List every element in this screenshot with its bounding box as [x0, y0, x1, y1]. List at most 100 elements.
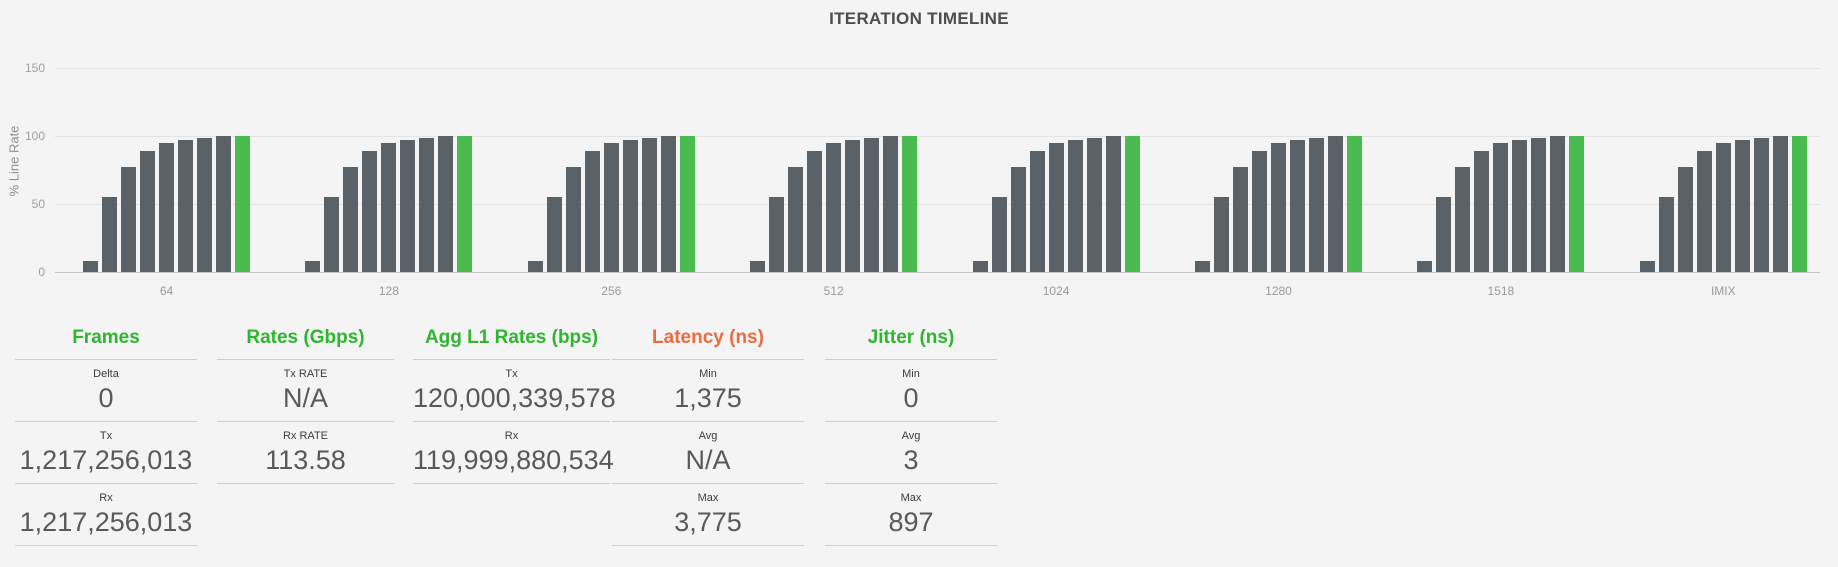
stats-column-jitter: Jitter (ns) Min 0 Avg 3 Max 897	[825, 327, 997, 546]
iteration-bar-final	[902, 136, 918, 272]
stat-label: Tx	[505, 368, 518, 380]
stat-label: Max	[697, 492, 719, 504]
stat-value: 1,217,256,013	[19, 445, 193, 475]
iteration-bar	[197, 137, 212, 272]
stat-value: N/A	[282, 383, 328, 413]
x-category-label: 512	[823, 284, 844, 298]
iteration-bar	[1290, 140, 1305, 272]
stat-label: Avg	[901, 430, 921, 442]
stat-cell-jitter-avg: Avg 3	[825, 422, 997, 484]
iteration-bar	[1696, 151, 1712, 272]
iteration-bar	[1309, 137, 1324, 272]
iteration-bar	[641, 137, 657, 272]
iteration-bar	[362, 151, 378, 272]
y-tick-label: 100	[24, 129, 45, 144]
stat-value: 1,375	[674, 383, 742, 413]
iteration-bar	[1010, 167, 1026, 272]
stat-value: 0	[98, 383, 114, 413]
page-title: ITERATION TIMELINE	[829, 9, 1009, 28]
stats-column-header: Latency (ns)	[612, 327, 804, 360]
iteration-bar	[1048, 143, 1064, 272]
iteration-bar	[660, 136, 676, 272]
iteration-bar	[622, 140, 638, 272]
stat-cell-agg-tx: Tx 120,000,339,578	[413, 360, 616, 422]
iteration-bar	[419, 137, 435, 272]
iteration-bar	[1271, 143, 1286, 272]
iteration-bar	[83, 261, 98, 272]
iteration-bar	[1531, 137, 1547, 272]
iteration-bar	[1512, 140, 1528, 272]
iteration-bar	[1214, 197, 1229, 272]
x-category-label: IMIX	[1710, 284, 1736, 298]
iteration-bar	[527, 261, 543, 272]
stat-cell-jitter-max: Max 897	[825, 484, 997, 546]
iteration-bar	[845, 140, 861, 272]
iteration-bar	[1086, 137, 1102, 272]
stat-cell-frames-delta: Delta 0	[15, 360, 197, 422]
x-category-label: 64	[159, 284, 174, 298]
iteration-bar	[972, 261, 988, 272]
stat-value: 113.58	[265, 445, 346, 475]
stat-cell-latency-max: Max 3,775	[612, 484, 804, 546]
iteration-bar-final	[235, 136, 250, 272]
iteration-bar	[178, 140, 193, 272]
stat-label: Tx	[99, 430, 113, 442]
iteration-bar	[1474, 151, 1490, 272]
stat-value: 119,999,880,534	[413, 445, 614, 475]
iteration-bar	[1677, 167, 1693, 272]
stat-label: Max	[900, 492, 922, 504]
iteration-bar	[1417, 261, 1433, 272]
x-category-label: 1280	[1265, 284, 1292, 298]
iteration-bar	[1067, 140, 1083, 272]
iteration-bar	[216, 136, 231, 272]
iteration-bar	[140, 151, 155, 272]
stats-column-rates: Rates (Gbps) Tx RATE N/A Rx RATE 113.58	[217, 327, 394, 484]
gridline-100	[55, 136, 1820, 138]
iteration-bar-final	[1347, 136, 1362, 272]
stat-label: Tx RATE	[283, 368, 328, 380]
iteration-bar	[324, 197, 340, 272]
stats-column-latency: Latency (ns) Min 1,375 Avg N/A Max 3,775	[612, 327, 804, 546]
stats-column-frames: Frames Delta 0 Tx 1,217,256,013 Rx 1,217…	[15, 327, 197, 546]
stat-label: Delta	[93, 368, 119, 380]
iteration-bar	[1455, 167, 1471, 272]
iteration-bar	[1753, 137, 1769, 272]
iteration-bar	[991, 197, 1007, 272]
iteration-bar	[343, 167, 359, 272]
iteration-bar	[1328, 136, 1343, 272]
iteration-bar	[1734, 140, 1750, 272]
stat-label: Rx	[504, 430, 519, 442]
x-category-label: 1024	[1042, 284, 1070, 298]
y-tick-label: 50	[31, 197, 45, 212]
iteration-bar-final	[1124, 136, 1140, 272]
iteration-bar	[826, 143, 842, 272]
iteration-bar	[305, 261, 321, 272]
gridline-50	[55, 204, 1820, 206]
stat-value: 3,775	[674, 507, 742, 537]
x-category-label: 1518	[1487, 284, 1515, 298]
y-tick-label: 150	[24, 61, 45, 76]
x-category-label: 128	[378, 284, 399, 298]
iteration-bar	[603, 143, 619, 272]
stats-column-header: Rates (Gbps)	[217, 327, 394, 360]
iteration-bar	[807, 151, 823, 272]
iteration-bar	[1550, 136, 1566, 272]
stat-value: 3	[903, 445, 919, 475]
iteration-bar	[1029, 151, 1045, 272]
iteration-bar	[864, 137, 880, 272]
iteration-bar-final	[679, 136, 695, 272]
stats-column-header: Frames	[15, 327, 197, 360]
stat-value: 0	[903, 383, 919, 413]
x-category-label: 256	[601, 284, 622, 298]
iteration-bar	[546, 197, 562, 272]
iteration-bar-final	[457, 136, 473, 272]
stat-label: Min	[902, 368, 920, 380]
iteration-bar	[788, 167, 804, 272]
gridline-0	[55, 272, 1820, 273]
stat-value: N/A	[685, 445, 731, 475]
stat-cell-txrate: Tx RATE N/A	[217, 360, 394, 422]
iteration-bar	[1639, 261, 1655, 272]
iteration-bar	[1658, 197, 1674, 272]
iteration-bar	[102, 197, 117, 272]
iteration-bar	[750, 261, 766, 272]
